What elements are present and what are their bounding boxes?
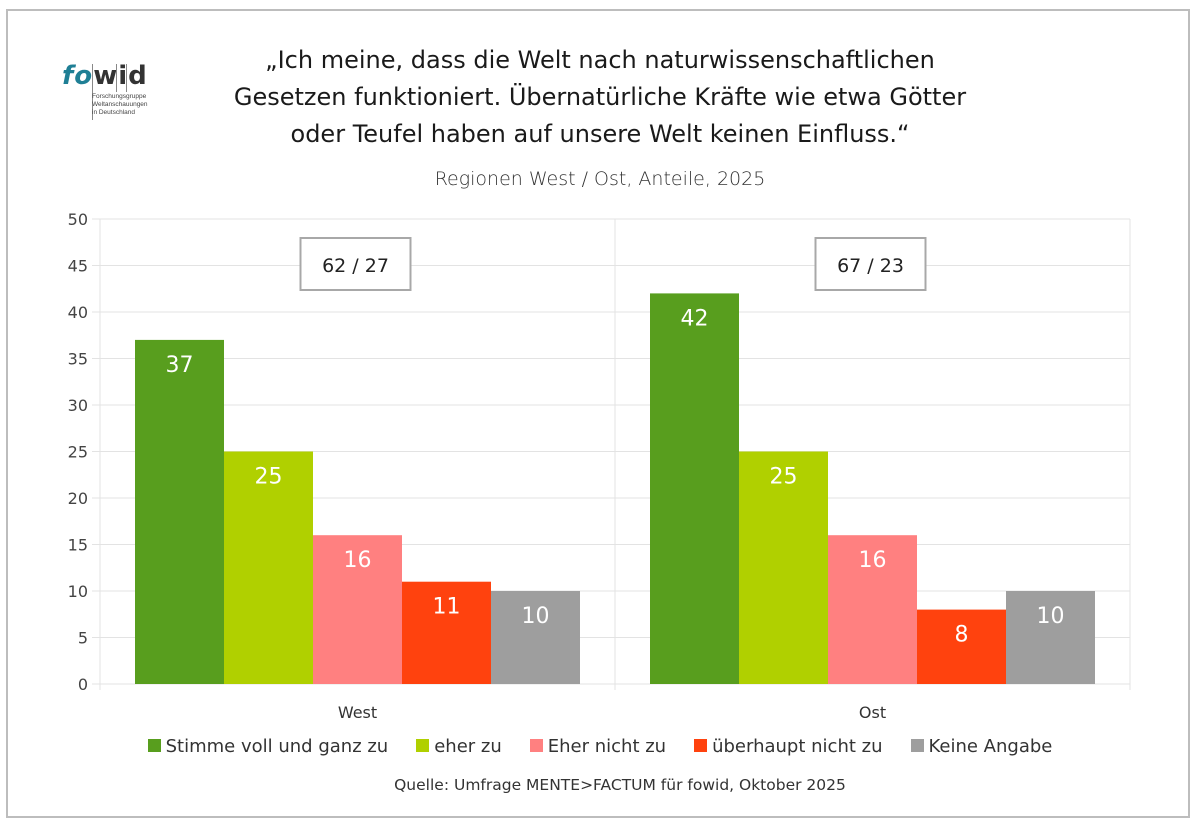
- bar-data-label: 8: [955, 623, 969, 648]
- legend-swatch: [416, 739, 430, 752]
- bar: [224, 451, 313, 684]
- logo-divider: [92, 64, 93, 120]
- legend-item: eher zu: [416, 736, 502, 757]
- y-tick-label: 25: [68, 443, 88, 462]
- bar-data-label: 37: [166, 353, 194, 378]
- bar: [650, 293, 739, 684]
- logo-divider: [126, 64, 127, 92]
- y-tick-label: 20: [68, 489, 88, 508]
- legend-label: eher zu: [434, 736, 502, 757]
- y-tick-label: 30: [68, 396, 88, 415]
- annotation-text: 62 / 27: [322, 255, 389, 277]
- bar-data-label: 42: [681, 306, 709, 331]
- annotation-box: [814, 237, 927, 291]
- annotation-text: 67 / 23: [837, 255, 904, 277]
- y-tick-label: 0: [78, 675, 88, 694]
- legend-label: Keine Angabe: [928, 736, 1053, 757]
- y-tick-label: 45: [68, 257, 88, 276]
- logo-wid: wid: [93, 61, 148, 91]
- bar: [828, 535, 917, 684]
- legend-item: Stimme voll und ganz zu: [147, 736, 389, 757]
- annotation-box: [299, 237, 412, 291]
- logo-tagline-line: Forschungsgruppe: [92, 93, 147, 100]
- logo-tagline-line: Weltanschauungen: [92, 101, 148, 108]
- legend-label: überhaupt nicht zu: [712, 736, 883, 757]
- logo-fo: fo: [62, 61, 94, 91]
- logo-tagline-line: in Deutschland: [92, 109, 135, 116]
- chart-subtitle: Regionen West / Ost, Anteile, 2025: [434, 168, 766, 190]
- bar-data-label: 11: [433, 595, 461, 620]
- legend-item: überhaupt nicht zu: [694, 736, 883, 757]
- y-tick-label: 5: [78, 629, 88, 648]
- legend-label: Stimme voll und ganz zu: [165, 736, 389, 757]
- x-category-label: Ost: [859, 703, 886, 722]
- legend-swatch: [694, 739, 708, 752]
- legend-swatch: [529, 739, 543, 752]
- bar: [402, 581, 491, 684]
- bar-data-label: 25: [770, 465, 798, 490]
- bar: [917, 609, 1006, 684]
- y-tick-label: 35: [68, 350, 88, 369]
- source-note: Quelle: Umfrage MENTE>FACTUM für fowid, …: [394, 776, 846, 794]
- y-tick-label: 40: [68, 303, 88, 322]
- chart-title: „Ich meine, dass die Welt nach naturwiss…: [233, 46, 967, 148]
- bar: [313, 535, 402, 684]
- bar-data-label: 10: [1037, 604, 1065, 629]
- x-category-label: West: [338, 703, 377, 722]
- bar-data-label: 10: [522, 604, 550, 629]
- y-tick-label: 15: [68, 536, 88, 555]
- bar-data-label: 16: [344, 548, 372, 573]
- legend-label: Eher nicht zu: [547, 736, 667, 757]
- logo-tagline: Forschungsgruppe Weltanschauungen in Deu…: [92, 93, 148, 117]
- legend-item: Eher nicht zu: [529, 736, 667, 757]
- legend: Stimme voll und ganz zu eher zu Eher nicht…: [0, 736, 1200, 757]
- y-tick-label: 10: [68, 582, 88, 601]
- legend-swatch: [147, 739, 161, 752]
- fowid-logo: fowid Forschungsgruppe Weltanschauungen …: [62, 62, 182, 122]
- bar: [135, 339, 224, 684]
- bar: [739, 451, 828, 684]
- bar-data-label: 16: [859, 548, 887, 573]
- logo-divider: [116, 64, 117, 92]
- legend-swatch: [910, 739, 924, 752]
- logo-wordmark: fowid: [62, 62, 148, 90]
- legend-item: Keine Angabe: [910, 736, 1053, 757]
- y-tick-label: 50: [68, 210, 88, 229]
- bar-data-label: 25: [255, 465, 283, 490]
- bar: [491, 591, 580, 684]
- bar: [1006, 591, 1095, 684]
